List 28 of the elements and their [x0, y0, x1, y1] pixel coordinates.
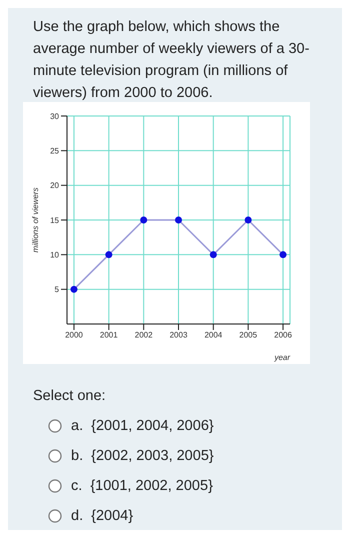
- y-tick-label: 20: [50, 181, 60, 190]
- point: [210, 251, 217, 258]
- x-tick-label: 2000: [65, 330, 84, 340]
- point: [70, 286, 78, 293]
- y-tick-label: 5: [54, 285, 60, 294]
- chart-title: Use the graph below, which shows the average number of weekly viewers of a 30-minute television program (in millions of viewers) from 2000 to 2006.: [33, 18, 310, 103]
- point: [244, 216, 252, 224]
- text: d. {2004}: [71, 508, 134, 524]
- y-tick-label: 25: [50, 146, 60, 156]
- text: c. {1001, 2002, 2005}: [71, 478, 213, 494]
- y-tick-label: 15: [50, 216, 60, 225]
- point: [280, 251, 287, 258]
- y-tick-label: 30: [50, 112, 60, 121]
- point: [175, 216, 182, 224]
- text: Select one:: [33, 388, 106, 404]
- x-tick-label: 2003: [170, 330, 188, 340]
- x-tick-label: 2001: [100, 330, 118, 340]
- x-axis-title: year: [273, 353, 290, 362]
- text: b. {2002, 2003, 2005}: [71, 448, 214, 464]
- point: [105, 251, 112, 258]
- y-tick-label: 10: [50, 250, 60, 260]
- x-tick-label: 2006: [274, 330, 292, 340]
- x-tick-label: 2004: [204, 330, 223, 340]
- y-axis-title: millions of viewers: [30, 188, 40, 252]
- x-tick-label: 2002: [134, 330, 154, 340]
- x-tick-label: 2005: [239, 330, 258, 340]
- point: [140, 216, 148, 224]
- text: a. {2001, 2004, 2006}: [71, 418, 214, 434]
